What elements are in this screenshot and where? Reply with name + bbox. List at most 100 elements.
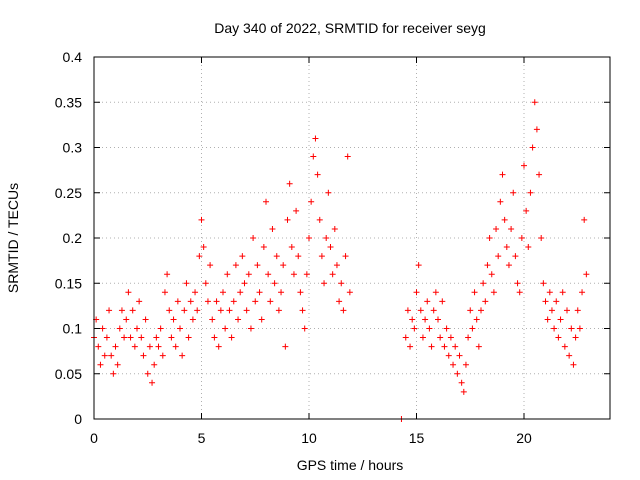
data-point (108, 352, 115, 359)
data-point (275, 307, 282, 314)
data-point (329, 271, 336, 278)
data-point (480, 280, 487, 287)
data-point (475, 343, 482, 350)
data-point (250, 235, 257, 241)
data-point (531, 99, 538, 106)
data-point (293, 207, 300, 214)
data-point (331, 225, 338, 232)
y-tick-label: 0.05 (55, 366, 82, 382)
data-point (458, 379, 465, 386)
data-point (159, 352, 166, 359)
data-point (258, 316, 265, 323)
data-point (456, 352, 463, 359)
data-point (521, 162, 527, 169)
data-point (245, 271, 252, 278)
data-point (106, 307, 113, 314)
data-point (469, 325, 476, 332)
data-point (204, 298, 211, 305)
y-tick-label: 0.3 (63, 140, 83, 156)
data-point (144, 370, 151, 377)
y-tick-label: 0 (74, 411, 82, 427)
data-point (544, 316, 551, 323)
data-point (548, 307, 555, 314)
data-point (576, 325, 583, 332)
data-point (112, 343, 119, 350)
x-tick-label: 5 (198, 430, 206, 446)
data-point (340, 307, 347, 314)
data-point (306, 235, 312, 241)
data-point (213, 298, 220, 305)
data-point (232, 262, 239, 269)
x-tick-label: 15 (409, 430, 425, 446)
data-point (194, 307, 201, 314)
data-point (462, 361, 469, 368)
data-point (295, 253, 302, 260)
data-point (540, 280, 547, 287)
data-point (267, 298, 274, 305)
data-point (559, 289, 566, 296)
data-point (118, 307, 125, 314)
data-point (200, 244, 207, 251)
data-point (407, 343, 414, 350)
x-tick-label: 20 (516, 430, 532, 446)
data-point (125, 289, 132, 296)
data-point (271, 280, 278, 287)
data-point (437, 334, 444, 341)
data-point (553, 298, 560, 305)
data-point (101, 352, 108, 359)
data-point (198, 216, 205, 223)
data-point (495, 253, 502, 260)
y-tick-label: 0.25 (55, 185, 82, 201)
data-point (445, 352, 452, 359)
data-point (564, 307, 570, 314)
data-point (207, 262, 214, 269)
data-point (260, 244, 267, 251)
data-point (110, 370, 117, 377)
data-point (177, 325, 183, 332)
data-point (224, 271, 231, 278)
data-point (419, 334, 426, 341)
data-point (493, 225, 500, 232)
data-point (222, 325, 229, 332)
data-point (510, 189, 517, 196)
data-point (422, 316, 429, 323)
data-point (288, 244, 295, 251)
data-point (428, 343, 435, 350)
data-point (454, 370, 461, 377)
data-point (252, 298, 259, 305)
data-point (490, 289, 497, 296)
data-point (142, 316, 149, 323)
data-point (529, 144, 536, 151)
data-point (151, 361, 158, 368)
x-tick-label: 10 (301, 430, 317, 446)
data-point (155, 343, 162, 350)
data-point (282, 343, 289, 350)
data-point (114, 361, 121, 368)
y-axis-label: SRMTID / TECUs (5, 183, 21, 293)
data-point (501, 216, 508, 223)
data-point (284, 216, 291, 223)
data-point (346, 289, 353, 296)
data-point (404, 307, 411, 314)
data-point (131, 343, 138, 350)
data-point (278, 289, 285, 296)
data-point (424, 298, 431, 305)
data-point (116, 325, 123, 332)
data-point (579, 289, 586, 296)
data-point (121, 334, 128, 341)
data-point (435, 316, 441, 323)
data-point (523, 207, 530, 214)
data-point (447, 334, 454, 341)
data-point (196, 253, 203, 260)
data-point (344, 153, 351, 160)
data-point (439, 298, 446, 305)
data-point (140, 352, 147, 359)
y-tick-label: 0.35 (55, 94, 82, 110)
data-point (555, 334, 562, 341)
y-tick-label: 0.4 (63, 49, 83, 65)
plot-frame (93, 56, 611, 420)
data-point (542, 298, 549, 305)
data-point (486, 235, 493, 241)
data-point (189, 316, 196, 323)
